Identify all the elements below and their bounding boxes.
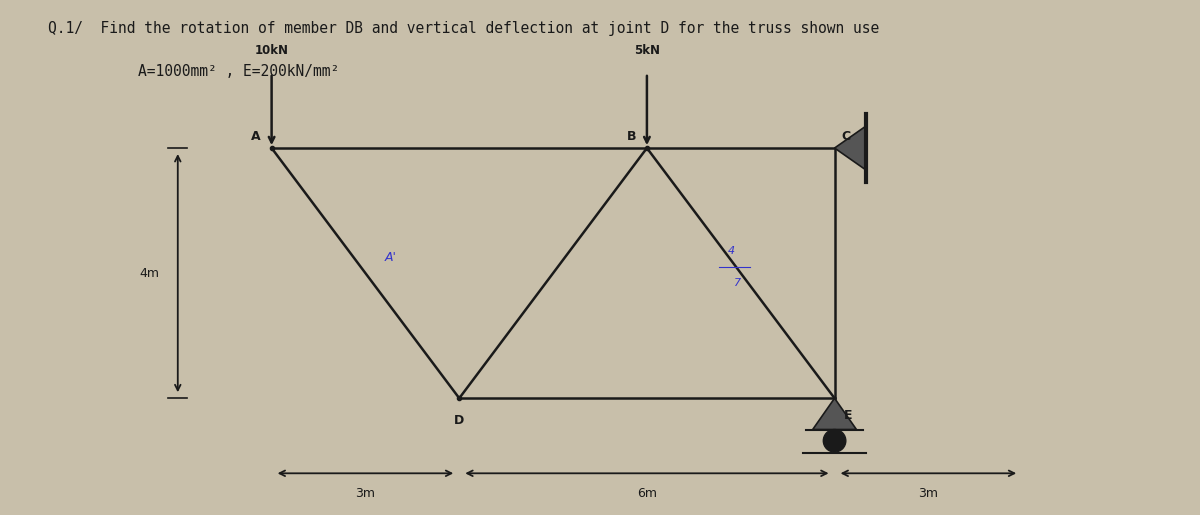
Polygon shape xyxy=(834,126,866,170)
Text: C: C xyxy=(841,130,851,143)
Text: Q.1/  Find the rotation of member DB and vertical deflection at joint D for the : Q.1/ Find the rotation of member DB and … xyxy=(48,21,880,36)
Text: A=1000mm² , E=200kN/mm²: A=1000mm² , E=200kN/mm² xyxy=(138,64,340,79)
Text: D: D xyxy=(454,414,464,426)
Polygon shape xyxy=(812,398,857,430)
Text: 5kN: 5kN xyxy=(634,44,660,57)
Text: 4: 4 xyxy=(727,246,734,256)
Text: 3m: 3m xyxy=(918,487,938,500)
Text: 6m: 6m xyxy=(637,487,656,500)
Text: 3m: 3m xyxy=(355,487,376,500)
Text: B: B xyxy=(626,130,636,143)
Text: 10kN: 10kN xyxy=(254,44,289,57)
Text: A': A' xyxy=(384,251,396,264)
Text: 7: 7 xyxy=(734,278,742,287)
Text: E: E xyxy=(844,409,852,422)
Circle shape xyxy=(823,430,846,452)
Text: A: A xyxy=(251,130,260,143)
Text: 4m: 4m xyxy=(139,267,160,280)
